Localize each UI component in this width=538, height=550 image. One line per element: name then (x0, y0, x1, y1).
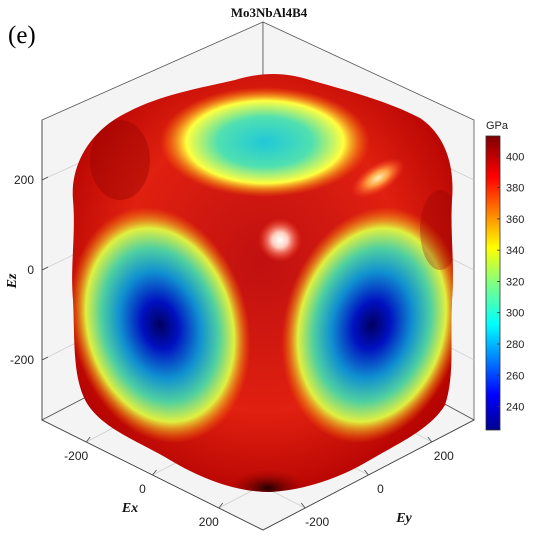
colorbar-tick-label: 320 (506, 276, 524, 288)
left-face-region (72, 206, 251, 444)
z-tick-label: 0 (27, 263, 34, 277)
y-axis-label: Ey (395, 511, 412, 526)
colorbar-tick-label: 280 (506, 339, 524, 351)
colorbar-tick-label: 340 (506, 245, 524, 257)
y-axis-ticks: 200 0 -200 (300, 436, 454, 529)
colorbar-tick-label: 300 (506, 308, 524, 320)
z-tick-label: 200 (14, 173, 34, 187)
z-axis-ticks: 200 0 -200 (10, 173, 49, 367)
y-tick-label: 200 (434, 449, 454, 463)
x-axis-ticks: -200 0 200 (64, 436, 224, 529)
front-highlight (258, 218, 302, 262)
colorbar-scale (485, 135, 501, 431)
panel-label: (e) (8, 22, 36, 49)
colorbar: GPa 240 260 280 300 320 340 360 380 400 (485, 120, 524, 431)
top-face-region (160, 87, 370, 197)
colorbar-tick-label: 380 (506, 183, 524, 195)
colorbar-tick-label: 240 (506, 402, 524, 414)
edge-highlight (351, 158, 405, 198)
x-tick-label: 0 (139, 482, 146, 496)
z-tick-label: -200 (10, 353, 34, 367)
colorbar-tick-label: 360 (506, 214, 524, 226)
y-tick-label: 0 (377, 482, 384, 496)
chart-title: Mo3NbAl4B4 (230, 5, 308, 20)
z-axis-label: Ez (5, 273, 20, 289)
modulus-surface (72, 74, 453, 492)
x-tick-label: 200 (199, 515, 219, 529)
colorbar-tick-label: 260 (506, 370, 524, 382)
y-tick-label: -200 (305, 515, 329, 529)
colorbar-tick-label: 400 (506, 151, 524, 163)
x-tick-label: -200 (64, 449, 88, 463)
colorbar-unit: GPa (486, 120, 509, 132)
x-axis-label: Ex (121, 501, 138, 516)
right-face-region (281, 206, 453, 444)
